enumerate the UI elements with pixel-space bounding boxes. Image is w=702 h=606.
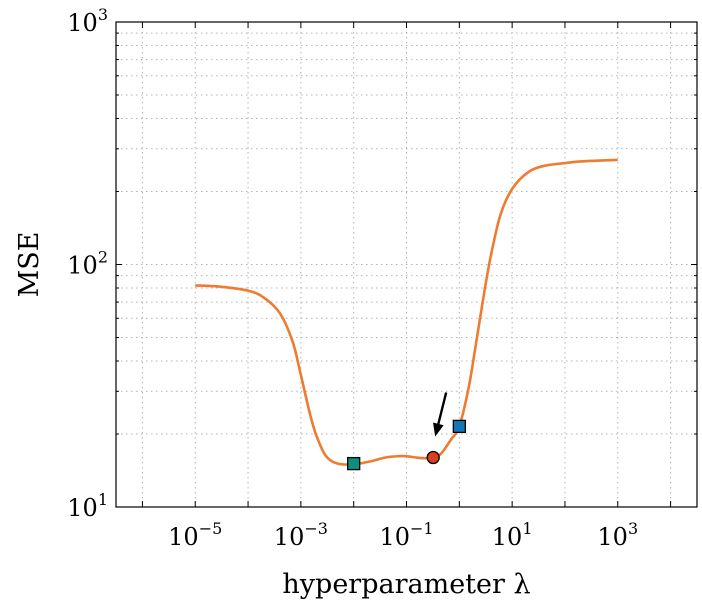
x-axis-title: hyperparameter λ [282, 569, 530, 600]
circle-marker [426, 450, 440, 465]
series-line [195, 158, 618, 466]
annotations [433, 392, 448, 437]
y-tick-label: 102 [67, 248, 108, 280]
ticks [116, 21, 697, 508]
x-tick-label: 10−3 [274, 519, 328, 551]
y-tick-label: 103 [67, 5, 108, 37]
markers [347, 419, 466, 471]
y-axis-title: MSE [14, 232, 45, 298]
square-marker [452, 419, 466, 434]
square-marker [347, 456, 361, 471]
tick-labels: 10−5 10−3 10−1 101 103 101 102 103 [67, 5, 638, 551]
x-tick-label: 101 [492, 519, 533, 551]
x-tick-label: 10−5 [168, 519, 222, 551]
y-tick-label: 101 [67, 490, 108, 522]
grid [116, 21, 697, 508]
x-tick-label: 10−1 [379, 519, 433, 551]
x-tick-label: 103 [597, 519, 638, 551]
arrow-head [433, 422, 444, 437]
